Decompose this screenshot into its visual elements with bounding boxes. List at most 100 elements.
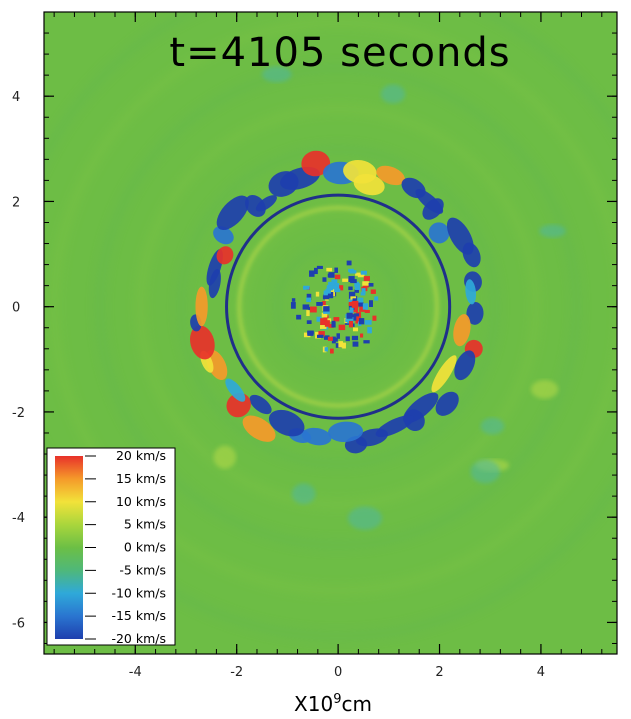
core-cell [362, 281, 369, 286]
velocity-blob [466, 301, 484, 325]
core-cell [367, 327, 372, 334]
core-cell [363, 276, 370, 281]
core-cell [357, 274, 365, 278]
colorbar-label: 15 km/s [116, 471, 166, 486]
ripple-ring [239, 207, 437, 406]
velocity-blob [190, 325, 215, 360]
core-cell [338, 324, 346, 331]
core-cell [313, 267, 318, 275]
ripple-ring [274, 243, 402, 371]
velocity-blob [353, 173, 385, 196]
core-cell [309, 270, 315, 277]
core-cell [348, 320, 354, 328]
core-cell [348, 286, 353, 291]
core-cell [330, 348, 334, 354]
velocity-blob [195, 286, 208, 327]
core-cell [318, 331, 325, 337]
core-cell [359, 304, 366, 312]
core-cell [336, 333, 340, 339]
velocity-blob [216, 246, 234, 265]
velocity-blob [465, 279, 477, 305]
velocity-blob [428, 222, 450, 244]
core-cell [316, 301, 323, 306]
x-tick-label: 4 [537, 665, 545, 680]
core-cell [364, 309, 370, 314]
core-cell [346, 312, 353, 319]
colorbar-label: -5 km/s [119, 562, 166, 577]
core-cell [355, 316, 362, 324]
velocity-blob [249, 394, 272, 415]
core-cell [349, 270, 357, 274]
core-cell [360, 333, 364, 338]
velocity-blob [216, 195, 249, 231]
y-tick-label: 0 [12, 301, 20, 316]
core-cell [362, 303, 369, 310]
core-cell [354, 283, 361, 290]
core-cell [338, 341, 343, 348]
core-cell [323, 306, 330, 312]
core-cell [360, 292, 366, 296]
field-ripples [44, 12, 617, 639]
core-cell [351, 300, 359, 308]
core-cell [345, 336, 350, 342]
plot-frame [43, 11, 618, 655]
core-cell [352, 341, 359, 347]
x-axis-label: X109cm [294, 692, 372, 716]
core-cell [303, 285, 310, 290]
core-cell [302, 304, 310, 310]
core-cell [357, 302, 364, 307]
core-cell [370, 289, 376, 294]
colorbar-label: -20 km/s [111, 631, 166, 646]
core-cell [358, 318, 365, 325]
colorbar-label: 20 km/s [116, 448, 166, 463]
core-cell [357, 297, 364, 304]
ripple-ring [97, 65, 579, 548]
velocity-blob [462, 242, 481, 268]
core-cell [322, 301, 326, 307]
core-cell [332, 283, 338, 291]
velocity-blob [301, 150, 331, 177]
core-cell [361, 288, 366, 294]
velocity-blob [242, 415, 276, 442]
y-tick-label: -4 [12, 511, 25, 526]
core-cell [345, 319, 351, 323]
core-cell [323, 290, 328, 298]
velocity-patch [470, 459, 500, 484]
core-cell [320, 318, 327, 326]
core-cell [352, 327, 359, 332]
ripple-ring [44, 12, 617, 639]
velocity-patch [213, 445, 237, 469]
velocity-blob [431, 355, 457, 393]
core-cell [315, 291, 320, 297]
velocity-patch [480, 417, 505, 435]
core-cell [352, 306, 359, 313]
core-cell [319, 325, 327, 329]
core-cell [316, 265, 323, 269]
core-cell [296, 314, 302, 320]
core-cell [331, 336, 336, 344]
velocity-blob [403, 409, 425, 432]
chart-title: t=4105 seconds [169, 30, 510, 76]
velocity-blob [435, 391, 459, 416]
core-cell [374, 296, 379, 301]
core-cell [364, 320, 372, 325]
velocity-blob [376, 165, 405, 186]
core-cell [334, 274, 341, 280]
core-cell [322, 277, 327, 282]
velocity-patch [347, 506, 383, 530]
inner-core [290, 260, 379, 354]
core-cell [291, 298, 296, 302]
core-cell [348, 302, 355, 310]
core-cell [350, 296, 357, 300]
core-cell [328, 281, 335, 286]
x-axis-label-exponent: 9 [333, 692, 341, 707]
velocity-blobs [190, 66, 566, 530]
core-cell [309, 306, 317, 313]
ripple-ring [51, 20, 617, 594]
x-tick-label: -4 [129, 665, 142, 680]
core-cell [323, 316, 328, 321]
y-tick-label: 2 [12, 195, 20, 210]
core-cell [372, 315, 377, 321]
ripple-ring [137, 106, 539, 507]
colorbar-label: -10 km/s [111, 585, 166, 600]
